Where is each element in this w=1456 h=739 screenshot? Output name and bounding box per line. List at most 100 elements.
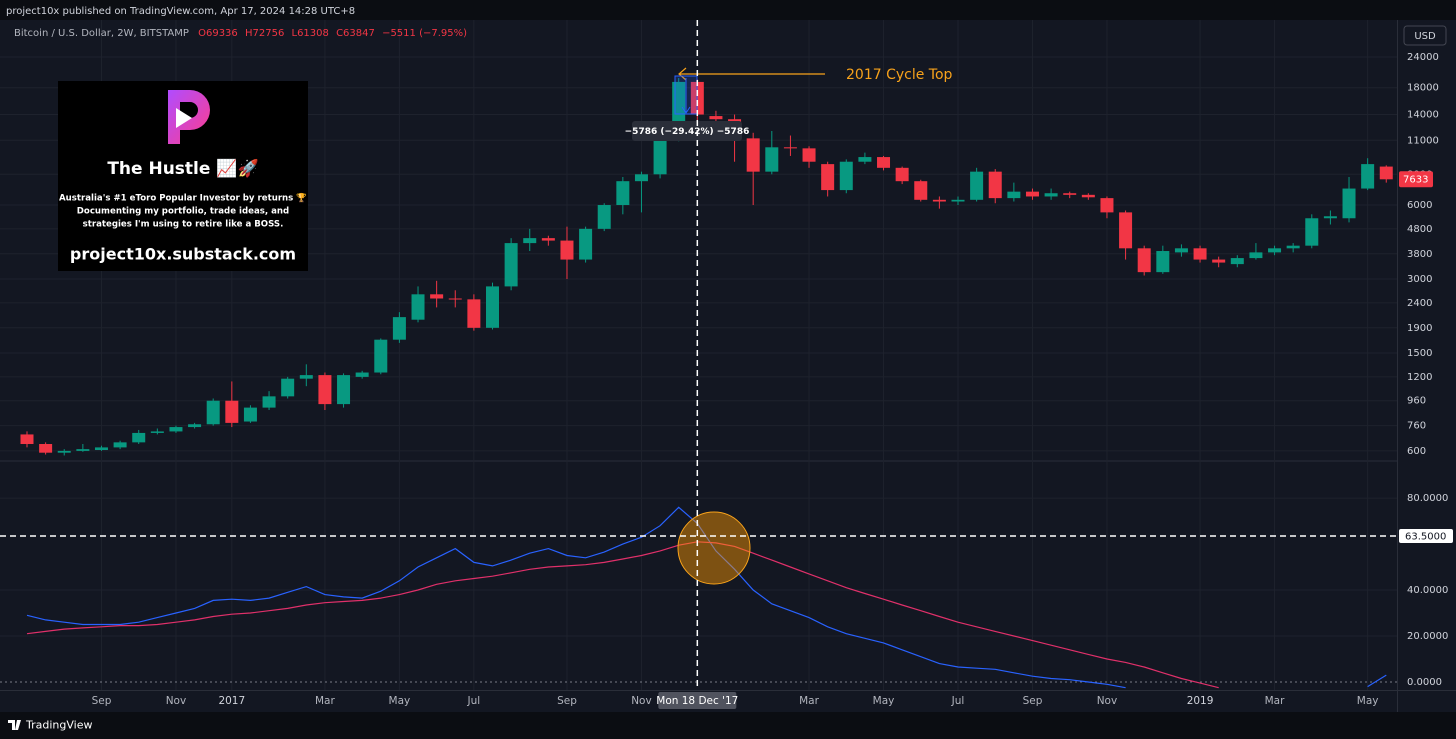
candle-body bbox=[1100, 198, 1114, 213]
x-tick-label: Mar bbox=[1265, 695, 1285, 707]
candle-body bbox=[1361, 164, 1375, 189]
symbol: Bitcoin / U.S. Dollar, 2W, BITSTAMP bbox=[14, 28, 189, 39]
candle-body bbox=[392, 317, 406, 340]
candle-body bbox=[430, 294, 444, 299]
candle-body bbox=[281, 378, 295, 397]
y-tick-label: 40.0000 bbox=[1407, 585, 1448, 596]
y-tick-label: 3000 bbox=[1407, 274, 1432, 285]
x-tick-label: Nov bbox=[1097, 695, 1118, 707]
candle-body bbox=[541, 238, 555, 241]
promo-url: project10x.substack.com bbox=[70, 245, 296, 264]
x-tick-label: Sep bbox=[1023, 695, 1043, 707]
currency-button[interactable] bbox=[1403, 25, 1447, 46]
x-tick-label: May bbox=[873, 695, 895, 707]
candle-body bbox=[94, 447, 108, 451]
candle-body bbox=[318, 375, 332, 405]
y-tick-label: 2400 bbox=[1407, 298, 1432, 309]
candle-body bbox=[448, 298, 462, 300]
measure-label-box bbox=[632, 121, 742, 141]
y-tick-label: 4800 bbox=[1407, 224, 1432, 235]
x-tick-label: Jul bbox=[467, 695, 481, 707]
candle-body bbox=[1007, 191, 1021, 199]
y-tick-label: 1200 bbox=[1407, 372, 1432, 383]
publisher: project10x published on TradingView.com,… bbox=[6, 6, 355, 17]
x-tick-label: Mar bbox=[799, 695, 819, 707]
crosshair-y-box bbox=[1399, 529, 1453, 544]
highlight-circle bbox=[677, 511, 751, 585]
y-tick-label: 6000 bbox=[1407, 200, 1432, 211]
currency[interactable]: USD bbox=[1414, 31, 1436, 42]
overlay: 600 760 960 1200 1500 1900 2400 3000 3800 4800 600… bbox=[0, 20, 1453, 709]
candle-body bbox=[188, 424, 202, 428]
x-tick-label: Nov bbox=[166, 695, 187, 707]
candle-body bbox=[1249, 252, 1263, 259]
candle-body bbox=[988, 171, 1002, 199]
candle-body bbox=[560, 240, 574, 260]
candle-body bbox=[1230, 258, 1244, 265]
candle-body bbox=[932, 199, 946, 202]
x-tick-label: Sep bbox=[557, 695, 577, 707]
candle-body bbox=[1342, 188, 1356, 219]
candle-body bbox=[523, 238, 537, 244]
candle-body bbox=[783, 147, 797, 149]
x-tick-label: May bbox=[389, 695, 411, 707]
candle-body bbox=[858, 157, 872, 162]
indicator-line bbox=[26, 541, 1219, 689]
candle-body bbox=[1063, 193, 1077, 195]
x-tick-label: 2019 bbox=[1187, 695, 1214, 707]
logo-play bbox=[176, 108, 192, 128]
candle-body bbox=[1044, 193, 1058, 197]
header-bar bbox=[0, 0, 1456, 20]
y-tick-label: 14000 bbox=[1407, 110, 1439, 121]
promo-title: The Hustle 📈🚀 bbox=[107, 158, 258, 179]
x-tick-label: Jul bbox=[951, 695, 965, 707]
candle-body bbox=[467, 299, 481, 328]
candle-body bbox=[951, 199, 965, 202]
candle-body bbox=[1137, 248, 1151, 273]
y-tick-label: 20.0000 bbox=[1407, 631, 1448, 642]
change: −5511 (−7.95%) bbox=[382, 28, 467, 39]
candle-body bbox=[20, 434, 34, 445]
y-tick-label: 1500 bbox=[1407, 348, 1432, 359]
y-tick-label: 600 bbox=[1407, 446, 1426, 457]
promo-line: Documenting my portfolio, trade ideas, a… bbox=[77, 207, 289, 217]
footer-brand: TradingView bbox=[25, 719, 92, 732]
candle-body bbox=[76, 449, 90, 451]
candle-body bbox=[1379, 166, 1393, 180]
y-tick-label: 760 bbox=[1407, 421, 1426, 432]
candle-body bbox=[262, 396, 276, 408]
candle-body bbox=[374, 339, 388, 373]
candle-body bbox=[839, 161, 853, 191]
candle-body bbox=[504, 243, 518, 287]
candle-body bbox=[746, 138, 760, 172]
candle-body bbox=[1305, 218, 1319, 246]
candle-body bbox=[150, 431, 164, 433]
candle-body bbox=[1174, 248, 1188, 253]
candle-body bbox=[1156, 251, 1170, 273]
candle-body bbox=[1212, 259, 1226, 263]
promo-line: Australia's #1 eToro Popular Investor by… bbox=[59, 193, 307, 204]
candle-body bbox=[1268, 248, 1282, 253]
candle-body bbox=[57, 450, 71, 453]
candle-body bbox=[337, 375, 351, 405]
y-tick-label: 11000 bbox=[1407, 135, 1439, 146]
candle-body bbox=[914, 181, 928, 200]
high: H72756 bbox=[245, 28, 284, 39]
close: C63847 bbox=[336, 28, 375, 39]
candle-body bbox=[597, 205, 611, 229]
y-tick-label: 960 bbox=[1407, 396, 1426, 407]
tv-logo bbox=[8, 720, 21, 730]
candle-body bbox=[709, 116, 723, 120]
candle-body bbox=[1025, 191, 1039, 197]
candle-body bbox=[411, 294, 425, 320]
candle-body bbox=[802, 148, 816, 162]
candle-body bbox=[895, 167, 909, 182]
candle-body bbox=[821, 164, 835, 191]
candle-body bbox=[243, 407, 257, 422]
candle-body bbox=[765, 147, 779, 172]
x-tick-label: Nov bbox=[631, 695, 652, 707]
y-tick-label: 80.0000 bbox=[1407, 493, 1448, 504]
candle-body bbox=[877, 157, 891, 168]
candle-body bbox=[113, 442, 127, 448]
